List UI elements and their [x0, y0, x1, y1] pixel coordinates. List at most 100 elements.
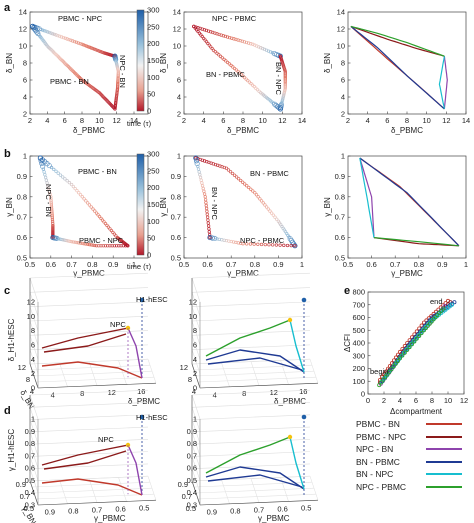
floor-gridline: [33, 487, 153, 494]
back-wall-gridline: [191, 414, 311, 420]
trajectory-point: [49, 195, 53, 199]
trajectory-point: [98, 49, 103, 54]
axes-d2: 0.30.40.50.60.70.80.910.9 0.8 0.7 0.6 0.50.9…: [178, 389, 319, 517]
trajectory-point: [93, 209, 97, 213]
scatter-point: [414, 336, 419, 341]
legend-label: NPC - PBMC: [356, 481, 407, 492]
y-tick-label: 0.7: [171, 213, 181, 222]
scatter-point: [383, 375, 388, 380]
back-wall-gridline: [191, 330, 311, 336]
trajectory-npc-pbmc: [205, 319, 291, 357]
scatter-point: [379, 380, 384, 385]
series-bn-npc: [277, 54, 287, 112]
z-tick-label: 12: [180, 363, 188, 372]
trajectory-point: [249, 187, 253, 191]
trajectory-pbmc-npc: [41, 327, 129, 349]
annotation-c1-h1hesc: H1-hESC: [136, 295, 168, 304]
x-tick-label: 10: [422, 116, 430, 125]
trajectory-bn-npc: [289, 319, 305, 373]
side-wall-gridline: [29, 431, 39, 456]
trajectory-point: [263, 242, 267, 247]
scatter-point: [425, 322, 430, 327]
scatter-point: [389, 367, 394, 372]
annotation-b1-pbmc-bn: PBMC - BN: [78, 167, 117, 176]
trajectory-point: [275, 217, 279, 221]
scatter-point: [427, 321, 432, 326]
trajectory-point: [94, 48, 98, 52]
x-axis-line: [37, 499, 157, 506]
trajectory-point: [82, 242, 86, 246]
panel-a: 2 4 6 8 10 12 14 2 4 6 8 10 12 14 δ_PBMC δ_BN PBMC -…: [5, 6, 470, 136]
x-tick-label: 2: [182, 116, 186, 125]
x-axis-label-b3: γ_PBMC: [391, 269, 423, 278]
trajectory-point: [71, 240, 76, 244]
x-tick-label: 0.7: [390, 260, 400, 269]
scatter-point: [405, 347, 410, 352]
z-tick-label: 4: [30, 387, 34, 396]
y-axis-label-a1: δ_BN: [5, 53, 14, 73]
scatter-point: [441, 306, 446, 311]
side-wall-gridline: [191, 444, 201, 469]
y-tick-label: 1: [177, 152, 181, 161]
trajectory-point: [253, 191, 257, 195]
y-tick-label: 8: [31, 326, 35, 335]
x-tick-label: 0.9: [273, 260, 283, 269]
trajectory-point: [77, 191, 81, 195]
trajectory-point: [50, 215, 54, 219]
y-tick-label: 6: [23, 76, 27, 85]
trajectory-point: [42, 29, 46, 33]
z-tick-label: 0.7: [182, 492, 192, 501]
trajectory-point: [74, 40, 79, 44]
series-line-npc-pbmc: [350, 25, 445, 57]
y-ticks-e: 0 100 200 300 400 500 600 700 800: [352, 288, 371, 399]
series-npc-bn: [37, 155, 55, 240]
y-tick-label: 12: [27, 298, 35, 307]
y-tick-label: 0.6: [335, 233, 345, 242]
colorbar-tick-label: 50: [147, 234, 155, 243]
y-tick-label: 300: [352, 351, 365, 360]
back-wall-gridline: [191, 315, 311, 322]
x-tick-label: 0.6: [366, 260, 376, 269]
y-axis-label-b2: γ_BN: [159, 197, 168, 217]
y-tick-label: 8: [177, 59, 181, 68]
trajectory-point: [259, 242, 264, 247]
x-axis-label-e: Δcompartment: [390, 407, 443, 416]
axes-a3: 2 4 6 8 10 12 14 2 4 6 8 10 12 14 δ_PBMC δ_BN: [323, 8, 470, 136]
trajectory-point: [43, 175, 48, 180]
back-wall-gridline: [191, 389, 311, 396]
trajectory-point: [258, 197, 262, 201]
x-tick-label: 1: [464, 260, 468, 269]
trajectory-point: [228, 170, 233, 174]
trajectory-point: [81, 43, 86, 47]
trajectory-point: [194, 161, 200, 167]
trajectory-point: [115, 88, 119, 92]
h1-hesc-marker: [301, 297, 307, 303]
colorbar-tick-label: 150: [147, 200, 160, 209]
back-wall-gridline: [191, 287, 311, 293]
scatter-point: [400, 353, 405, 358]
side-wall-gridline: [29, 419, 39, 444]
annotation-d1-h1hesc: H1-hESC: [136, 413, 168, 422]
trajectory-point: [285, 243, 290, 248]
y-tick-label: 0.8: [17, 192, 27, 201]
trajectory-point: [192, 24, 196, 29]
trajectory-point: [121, 244, 125, 248]
y-tick-label: 6: [31, 341, 35, 350]
trajectory-point: [106, 244, 110, 248]
y-ticks-a2: 2 4 6 8 10 12 14: [173, 8, 187, 119]
trajectory-point: [250, 83, 255, 87]
x-tick-label: 0.9: [108, 260, 118, 269]
trajectory-npc-pbmc: [205, 436, 291, 474]
trajectory-point: [67, 37, 71, 42]
series-bn-pbmc: [194, 156, 298, 249]
trajectory-point: [71, 184, 76, 189]
x-axis-label-b2: γ_PBMC: [227, 269, 259, 278]
trajectory-point: [203, 195, 207, 199]
trajectory-point: [271, 51, 278, 57]
trajectory-point: [49, 203, 54, 207]
panel-label-c: c: [4, 285, 10, 297]
x-tick-label: 4: [45, 116, 49, 125]
side-wall-gridline: [29, 335, 39, 360]
